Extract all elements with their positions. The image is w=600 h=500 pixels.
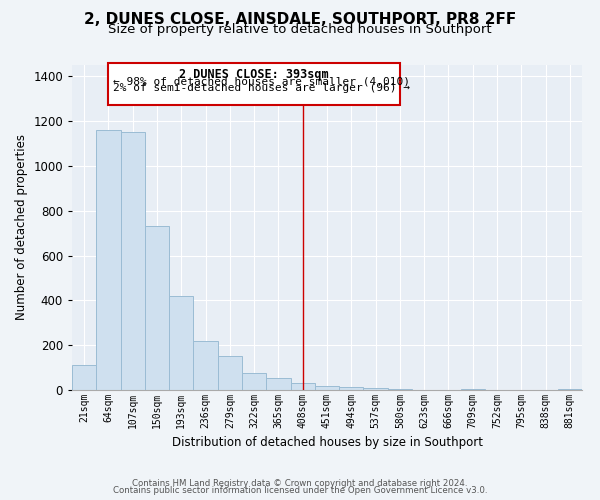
Bar: [72, 366, 96, 390]
Text: ← 98% of detached houses are smaller (4,010): ← 98% of detached houses are smaller (4,…: [113, 76, 410, 86]
Bar: [145, 226, 169, 390]
Bar: [315, 386, 339, 390]
Text: 2% of semi-detached houses are larger (96) →: 2% of semi-detached houses are larger (9…: [113, 83, 410, 93]
Y-axis label: Number of detached properties: Number of detached properties: [14, 134, 28, 320]
FancyBboxPatch shape: [109, 63, 400, 106]
Text: 2 DUNES CLOSE: 393sqm: 2 DUNES CLOSE: 393sqm: [179, 68, 329, 82]
X-axis label: Distribution of detached houses by size in Southport: Distribution of detached houses by size …: [172, 436, 482, 450]
Bar: [121, 132, 145, 390]
Bar: [96, 130, 121, 390]
Bar: [461, 389, 485, 390]
Bar: [388, 389, 412, 390]
Bar: [193, 340, 218, 390]
Text: 2, DUNES CLOSE, AINSDALE, SOUTHPORT, PR8 2FF: 2, DUNES CLOSE, AINSDALE, SOUTHPORT, PR8…: [84, 12, 516, 28]
Bar: [266, 378, 290, 390]
Bar: [218, 356, 242, 390]
Bar: [242, 373, 266, 390]
Text: Contains public sector information licensed under the Open Government Licence v3: Contains public sector information licen…: [113, 486, 487, 495]
Bar: [169, 296, 193, 390]
Text: Size of property relative to detached houses in Southport: Size of property relative to detached ho…: [108, 24, 492, 36]
Bar: [558, 389, 582, 390]
Bar: [290, 384, 315, 390]
Bar: [364, 388, 388, 390]
Bar: [339, 386, 364, 390]
Text: Contains HM Land Registry data © Crown copyright and database right 2024.: Contains HM Land Registry data © Crown c…: [132, 478, 468, 488]
